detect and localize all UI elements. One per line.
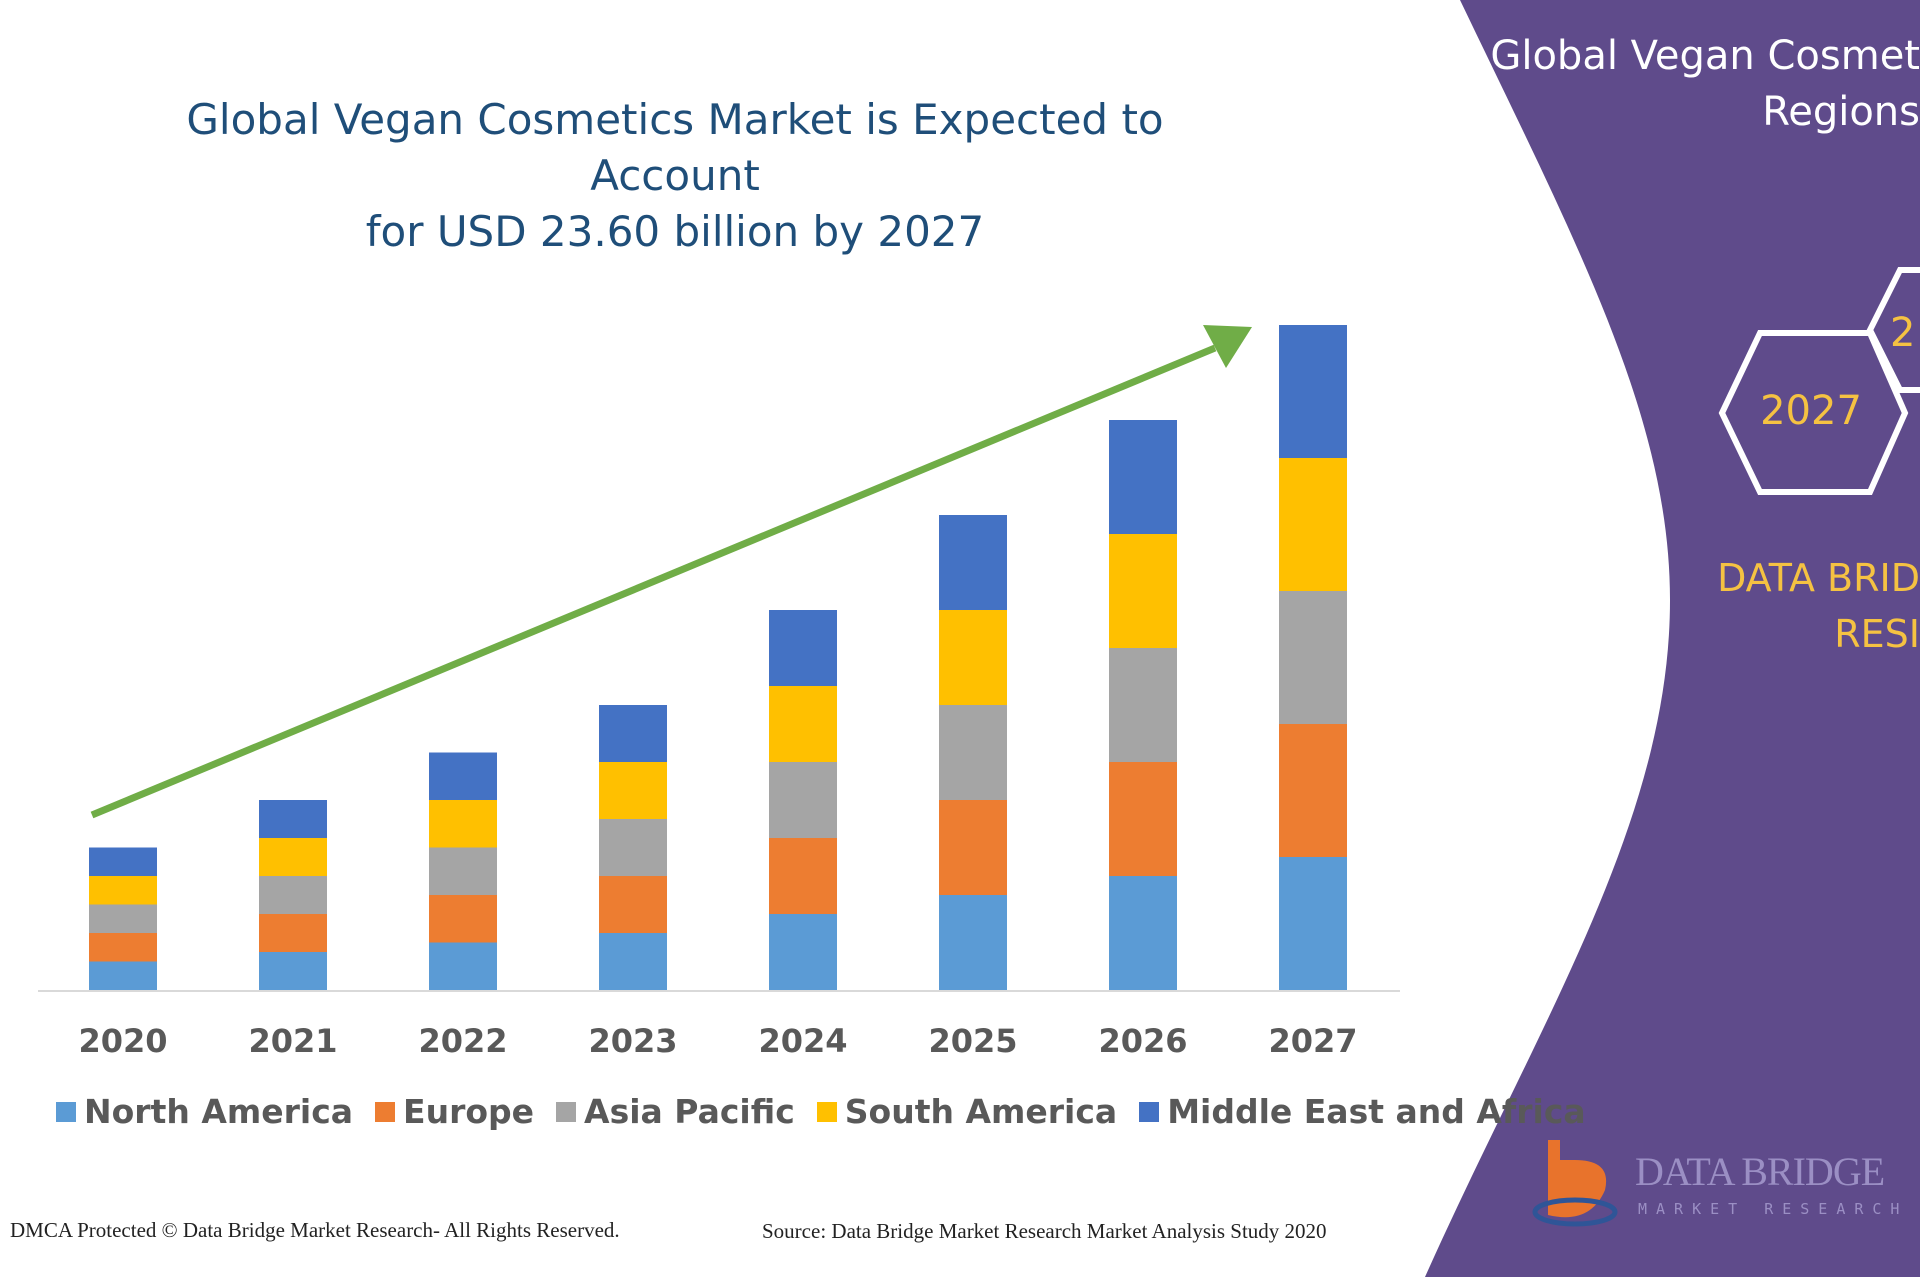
bar-2024-south-america	[769, 686, 837, 762]
x-tick-label-2025: 2025	[928, 1022, 1017, 1060]
bar-2020-asia-pacific	[89, 904, 157, 933]
bar-2027-south-america	[1279, 458, 1347, 591]
bar-2022-europe	[429, 895, 497, 943]
logo-subtext: MARKET RESEARCH	[1638, 1200, 1909, 1218]
legend-item-middle-east-africa: Middle East and Africa	[1139, 1092, 1586, 1131]
bar-2021-middle-east-and-africa	[259, 800, 327, 838]
hexagon-year-label: 2027	[1760, 388, 1862, 434]
legend-swatch	[1139, 1101, 1160, 1122]
bar-2021-north-america	[259, 952, 327, 990]
side-panel-title: Global Vegan Cosmet Regions	[1480, 28, 1920, 140]
side-panel-brand-line-1: DATA BRID	[1717, 556, 1920, 600]
bar-2022-asia-pacific	[429, 847, 497, 895]
bar-2021-asia-pacific	[259, 876, 327, 914]
legend-item-asia-pacific: Asia Pacific	[556, 1092, 795, 1131]
bar-2023-asia-pacific	[599, 819, 667, 876]
bar-2025-europe	[939, 800, 1007, 895]
bar-2022-middle-east-and-africa	[429, 752, 497, 800]
bar-2025-middle-east-and-africa	[939, 515, 1007, 610]
side-panel-title-line-2: Regions	[1762, 89, 1920, 135]
bar-2023-europe	[599, 876, 667, 933]
bar-2026-south-america	[1109, 534, 1177, 648]
x-tick-label-2024: 2024	[758, 1022, 847, 1060]
bar-2026-north-america	[1109, 876, 1177, 990]
chart-title-line-1: Global Vegan Cosmetics Market is Expecte…	[186, 95, 1164, 200]
chart-title-line-2: for USD 23.60 billion by 2027	[365, 207, 985, 256]
x-tick-labels: 2020 2021 2022 2023 2024 2025 2026 2027	[78, 1022, 1357, 1060]
trend-arrow-head-icon	[1203, 325, 1252, 368]
bar-2025-north-america	[939, 895, 1007, 990]
side-panel	[1425, 0, 1920, 1277]
copyright-text: DMCA Protected © Data Bridge Market Rese…	[10, 1218, 620, 1242]
bar-2024-middle-east-and-africa	[769, 610, 837, 686]
bar-2020-north-america	[89, 961, 157, 990]
bar-2020-middle-east-and-africa	[89, 847, 157, 876]
bar-2026-europe	[1109, 762, 1177, 876]
bar-2023-south-america	[599, 762, 667, 819]
legend-swatch	[556, 1101, 577, 1122]
x-tick-label-2023: 2023	[588, 1022, 677, 1060]
x-tick-label-2027: 2027	[1268, 1022, 1357, 1060]
x-tick-label-2022: 2022	[418, 1022, 507, 1060]
bar-2023-north-america	[599, 933, 667, 990]
x-tick-label-2026: 2026	[1098, 1022, 1187, 1060]
bar-2027-north-america	[1279, 857, 1347, 990]
bar-2026-asia-pacific	[1109, 648, 1177, 762]
bar-group	[89, 325, 1347, 990]
bar-2027-europe	[1279, 724, 1347, 857]
legend-label: Asia Pacific	[584, 1092, 795, 1131]
legend-label: Middle East and Africa	[1167, 1092, 1586, 1131]
bar-2020-europe	[89, 933, 157, 962]
bar-2020-south-america	[89, 876, 157, 905]
bar-2025-asia-pacific	[939, 705, 1007, 800]
trend-arrow	[90, 325, 1252, 819]
bar-2024-asia-pacific	[769, 762, 837, 838]
trend-arrow-line	[90, 344, 1217, 819]
chart-title: Global Vegan Cosmetics Market is Expecte…	[130, 92, 1220, 260]
legend-swatch	[375, 1101, 396, 1122]
side-panel-brand: DATA BRID RESI	[1660, 550, 1920, 662]
hexagon-partial-label: 2	[1890, 310, 1916, 356]
side-panel-title-line-1: Global Vegan Cosmet	[1490, 33, 1920, 79]
legend-label: North America	[84, 1092, 354, 1131]
legend-label: Europe	[403, 1092, 535, 1131]
bar-2021-europe	[259, 914, 327, 952]
x-tick-label-2020: 2020	[78, 1022, 167, 1060]
bar-2025-south-america	[939, 610, 1007, 705]
logo-mark-icon	[1532, 1140, 1618, 1227]
bar-2022-south-america	[429, 800, 497, 848]
bar-2027-middle-east-and-africa	[1279, 325, 1347, 458]
legend-swatch	[56, 1101, 76, 1122]
side-panel-brand-line-2: RESI	[1834, 612, 1920, 656]
bar-2022-north-america	[429, 942, 497, 990]
x-tick-label-2021: 2021	[248, 1022, 337, 1060]
legend-item-europe: Europe	[375, 1092, 534, 1131]
legend-swatch	[816, 1101, 837, 1122]
source-text: Source: Data Bridge Market Research Mark…	[762, 1219, 1327, 1243]
legend-item-north-america: North America	[56, 1092, 353, 1131]
bar-2026-middle-east-and-africa	[1109, 420, 1177, 534]
bar-2024-north-america	[769, 914, 837, 990]
bar-2024-europe	[769, 838, 837, 914]
legend-item-south-america: South America	[816, 1092, 1118, 1131]
bar-2023-middle-east-and-africa	[599, 705, 667, 762]
logo-wordmark: DATA BRIDGE	[1635, 1149, 1885, 1194]
bar-2027-asia-pacific	[1279, 591, 1347, 724]
bar-2021-south-america	[259, 838, 327, 876]
chart-legend: North America Europe Asia Pacific South …	[56, 1092, 1586, 1131]
legend-label: South America	[844, 1092, 1118, 1131]
hexagon-second-icon	[1866, 267, 1920, 393]
